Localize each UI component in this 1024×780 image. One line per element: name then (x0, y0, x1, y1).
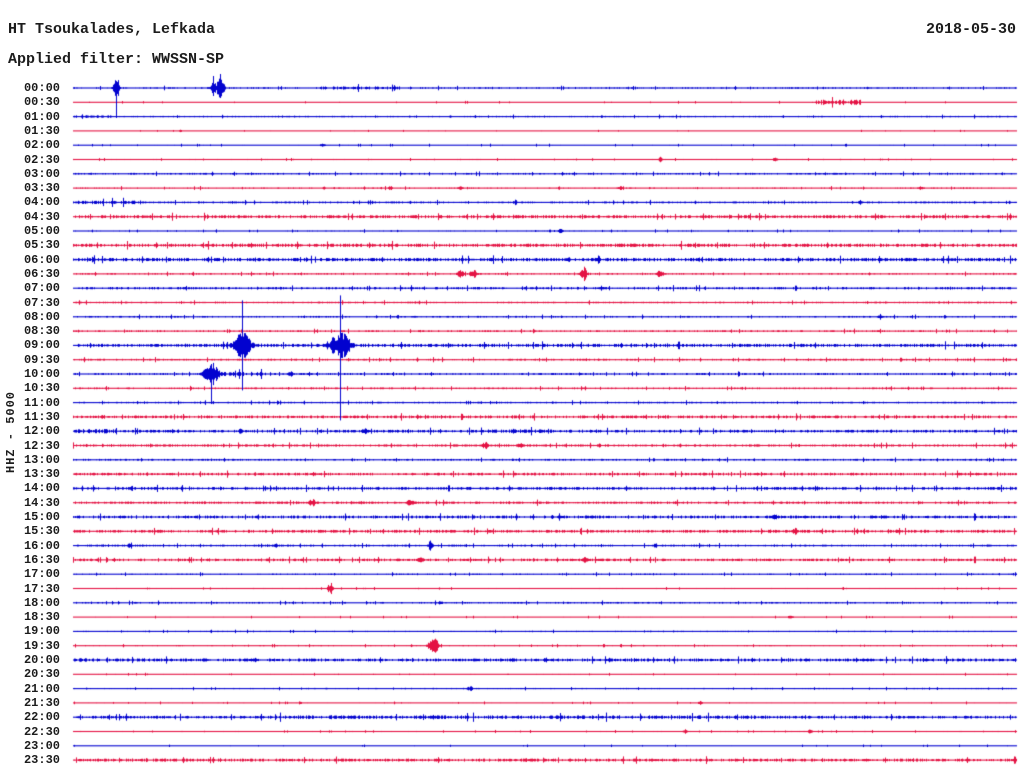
time-label: 19:00 (23, 624, 60, 639)
time-label: 16:30 (23, 552, 60, 567)
time-label: 00:00 (23, 81, 60, 95)
time-label: 02:00 (23, 138, 60, 153)
time-label: 00:30 (23, 95, 60, 110)
time-label: 05:00 (23, 224, 60, 238)
time-label: 08:00 (23, 309, 60, 324)
time-label: 01:00 (23, 109, 60, 124)
time-label: 07:30 (23, 295, 60, 310)
time-label: 03:00 (23, 166, 60, 181)
time-label: 01:30 (23, 123, 60, 138)
applied-filter-label: Applied filter: WWSSN-SP (8, 51, 225, 68)
time-label: 03:30 (23, 181, 60, 196)
time-label: 20:00 (23, 653, 60, 667)
time-label: 10:00 (23, 367, 60, 381)
time-label: 09:30 (23, 352, 60, 367)
time-label: 17:00 (23, 567, 60, 582)
time-label: 23:30 (23, 753, 60, 768)
time-label: 04:30 (23, 209, 60, 224)
time-label: 23:00 (23, 738, 60, 753)
time-label: 11:00 (23, 395, 60, 410)
time-label: 11:30 (23, 409, 60, 424)
time-label: 20:30 (23, 667, 60, 682)
time-label: 13:30 (23, 467, 60, 482)
time-label: 15:00 (23, 510, 60, 524)
time-label: 06:30 (23, 266, 60, 281)
time-label: 02:30 (23, 152, 60, 167)
time-label: 21:00 (23, 681, 60, 696)
station-title: HT Tsoukalades, Lefkada (8, 21, 216, 38)
time-label: 08:30 (23, 324, 60, 339)
time-label: 15:30 (23, 524, 60, 539)
time-label: 16:00 (23, 538, 60, 553)
time-label: 12:30 (23, 438, 60, 453)
time-label: 10:30 (23, 381, 60, 396)
time-label: 04:00 (23, 195, 60, 210)
time-label: 21:30 (23, 695, 60, 710)
time-label: 19:30 (23, 638, 60, 653)
time-label: 13:00 (23, 452, 60, 467)
time-label: 17:30 (23, 581, 60, 596)
time-label: 05:30 (23, 238, 60, 253)
time-label: 22:00 (23, 710, 60, 725)
time-label: 14:30 (23, 495, 60, 510)
time-label: 18:00 (23, 595, 60, 610)
time-label: 12:00 (23, 424, 60, 439)
date-label: 2018-05-30 (925, 21, 1016, 38)
time-label: 07:00 (23, 281, 60, 296)
time-label: 18:30 (23, 610, 60, 625)
time-label: 22:30 (23, 724, 60, 739)
time-label: 09:00 (23, 338, 60, 353)
time-label: 06:00 (23, 252, 60, 267)
time-label: 14:00 (23, 481, 60, 496)
